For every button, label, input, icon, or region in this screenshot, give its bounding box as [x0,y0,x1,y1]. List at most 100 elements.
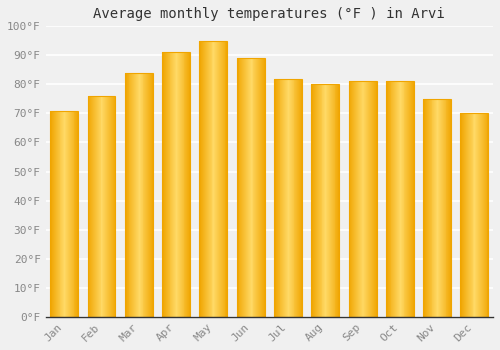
Bar [298,78,299,317]
Bar [104,96,105,317]
Bar [476,113,477,317]
Bar [372,82,373,317]
Bar [50,111,78,317]
Bar [394,82,395,317]
Bar [449,99,450,317]
Bar [362,82,364,317]
Bar [399,82,400,317]
Bar [136,73,137,317]
Bar [72,111,74,317]
Bar [210,41,212,317]
Bar [248,58,249,317]
Bar [108,96,109,317]
Bar [69,111,70,317]
Bar [137,73,138,317]
Bar [423,99,451,317]
Bar [112,96,114,317]
Bar [285,78,286,317]
Bar [177,52,178,317]
Bar [76,111,78,317]
Bar [254,58,256,317]
Bar [373,82,374,317]
Bar [482,113,483,317]
Bar [355,82,356,317]
Bar [436,99,437,317]
Bar [374,82,376,317]
Bar [125,73,153,317]
Bar [409,82,410,317]
Bar [441,99,442,317]
Bar [242,58,243,317]
Bar [463,113,464,317]
Bar [259,58,260,317]
Bar [54,111,55,317]
Bar [167,52,168,317]
Bar [100,96,102,317]
Bar [60,111,62,317]
Bar [388,82,390,317]
Bar [404,82,406,317]
Bar [386,82,387,317]
Bar [214,41,215,317]
Bar [398,82,399,317]
Bar [150,73,151,317]
Bar [392,82,394,317]
Bar [286,78,287,317]
Bar [172,52,174,317]
Bar [56,111,58,317]
Bar [334,84,336,317]
Bar [175,52,176,317]
Bar [426,99,427,317]
Bar [400,82,401,317]
Bar [338,84,339,317]
Bar [437,99,438,317]
Bar [236,58,264,317]
Bar [412,82,413,317]
Bar [465,113,466,317]
Bar [366,82,367,317]
Bar [314,84,315,317]
Bar [331,84,332,317]
Bar [480,113,481,317]
Bar [51,111,52,317]
Bar [146,73,147,317]
Bar [274,78,302,317]
Bar [249,58,250,317]
Bar [294,78,296,317]
Bar [70,111,72,317]
Bar [244,58,245,317]
Bar [105,96,106,317]
Bar [168,52,170,317]
Bar [423,99,424,317]
Bar [165,52,166,317]
Bar [317,84,318,317]
Bar [386,82,414,317]
Bar [245,58,246,317]
Bar [260,58,261,317]
Bar [151,73,152,317]
Bar [102,96,104,317]
Bar [208,41,210,317]
Bar [359,82,360,317]
Bar [468,113,469,317]
Bar [184,52,186,317]
Bar [200,41,201,317]
Bar [274,78,275,317]
Bar [464,113,465,317]
Bar [114,96,116,317]
Bar [240,58,242,317]
Bar [325,84,326,317]
Bar [312,84,313,317]
Bar [88,96,90,317]
Bar [66,111,67,317]
Bar [395,82,396,317]
Bar [318,84,320,317]
Bar [91,96,92,317]
Bar [350,82,352,317]
Bar [205,41,206,317]
Bar [262,58,263,317]
Bar [288,78,289,317]
Bar [406,82,408,317]
Bar [176,52,177,317]
Bar [478,113,479,317]
